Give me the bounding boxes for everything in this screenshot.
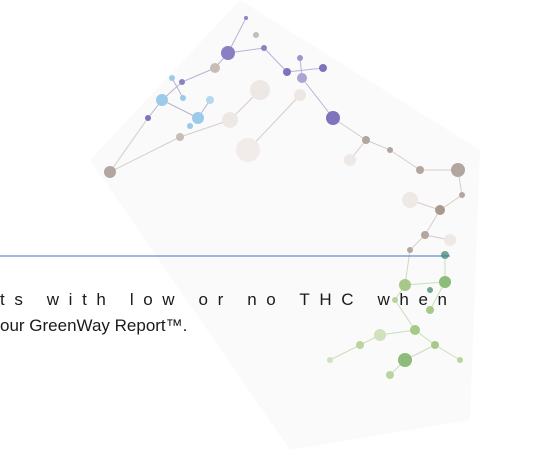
node — [439, 276, 451, 288]
node — [104, 166, 116, 178]
node — [387, 147, 393, 153]
node — [327, 357, 333, 363]
node — [416, 166, 424, 174]
page: ts with low or no THC when our GreenWay … — [0, 0, 555, 465]
node — [297, 73, 307, 83]
node — [410, 325, 420, 335]
node — [356, 341, 364, 349]
node — [206, 96, 214, 104]
node — [421, 231, 429, 239]
node — [244, 16, 248, 20]
node — [187, 123, 193, 129]
node — [451, 163, 465, 177]
node — [283, 68, 291, 76]
node — [431, 341, 439, 349]
node — [180, 95, 186, 101]
node — [294, 89, 306, 101]
page-canvas: ts with low or no THC when our GreenWay … — [0, 0, 555, 465]
node — [176, 133, 184, 141]
node — [192, 112, 204, 124]
node — [210, 63, 220, 73]
node — [326, 111, 340, 125]
node — [444, 234, 456, 246]
node — [250, 80, 270, 100]
node — [402, 192, 418, 208]
node — [441, 251, 449, 259]
node — [261, 45, 267, 51]
node — [179, 79, 185, 85]
body-text-line: our GreenWay Report™. — [0, 316, 187, 335]
node — [435, 205, 445, 215]
node — [297, 55, 303, 61]
node — [392, 297, 398, 303]
node — [156, 94, 168, 106]
node — [253, 32, 259, 38]
background-shape — [90, 0, 480, 450]
node — [386, 371, 394, 379]
node — [344, 154, 356, 166]
node — [362, 136, 370, 144]
node — [319, 64, 327, 72]
node — [398, 353, 412, 367]
node — [457, 357, 463, 363]
node — [222, 112, 238, 128]
node — [459, 192, 465, 198]
node — [221, 46, 235, 60]
node — [145, 115, 151, 121]
node — [374, 329, 386, 341]
node — [169, 75, 175, 81]
node — [407, 247, 413, 253]
node — [236, 138, 260, 162]
